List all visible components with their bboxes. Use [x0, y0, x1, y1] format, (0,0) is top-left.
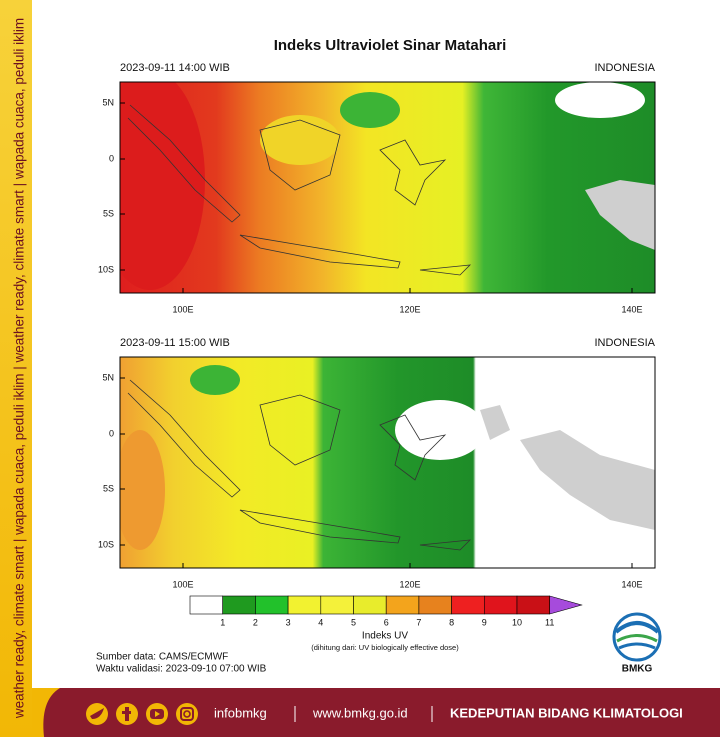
lon-label: 100E: [172, 579, 193, 589]
colorbar-box: [255, 595, 289, 615]
land-gray: [480, 405, 510, 440]
sidebar-band: [0, 0, 32, 737]
map-panel: 2023-09-11 14:00 WIB INDONESIA 5N 0 5S 10S 100…: [98, 62, 656, 314]
uv-patch: [340, 92, 400, 128]
colorbar-label: 4: [318, 617, 323, 627]
colorbar-arrow: [549, 595, 583, 615]
validity: Waktu validasi: 2023-09-10 07:00 WIB: [96, 664, 267, 675]
lon-label: 120E: [399, 579, 420, 589]
coastline: [259, 119, 341, 191]
footer-handle: infobmkg: [214, 705, 267, 720]
lat-label: 5S: [103, 483, 114, 493]
coastline: [127, 379, 241, 498]
uv-patch: [555, 82, 645, 118]
lat-label: 0: [109, 153, 114, 163]
map-frame: [119, 356, 656, 569]
colorbar-label: 11: [545, 617, 554, 627]
lat-label: 10S: [98, 539, 114, 549]
uv-patch: [120, 430, 165, 550]
uv-patch: [120, 82, 205, 290]
colorbar: 1 2 3 4 5 6 7 8 9 10 11: [189, 595, 583, 627]
colorbar-box: [353, 595, 387, 615]
lon-label: 100E: [172, 304, 193, 314]
colorbar-box: [385, 595, 420, 615]
map-field: [120, 357, 655, 568]
panel-time: 2023-09-11 15:00 WIB: [120, 337, 230, 349]
coastline: [379, 139, 447, 206]
colorbar-box: [287, 595, 322, 615]
lat-label: 10S: [98, 264, 114, 274]
colorbar-label: 10: [512, 617, 522, 627]
panel-region: INDONESIA: [594, 62, 655, 74]
sidebar-text: weather ready, climate smart | wapada cu…: [12, 18, 27, 719]
colorbar-label: 5: [351, 617, 356, 627]
colorbar-box: [451, 595, 485, 615]
coastline: [259, 394, 341, 466]
lat-label: 5N: [102, 97, 114, 107]
panel-region: INDONESIA: [594, 337, 655, 349]
land-gray: [520, 430, 655, 530]
coastline: [419, 264, 472, 276]
uv-patch: [190, 365, 240, 395]
colorbar-box: [418, 595, 452, 615]
source: Sumber data: CAMS/ECMWF: [96, 652, 228, 663]
title: Indeks Ultraviolet Sinar Matahari: [274, 37, 507, 54]
lon-label: 120E: [399, 304, 420, 314]
map-frame: [119, 81, 656, 294]
colorbar-label: 8: [449, 617, 454, 627]
maps: 2023-09-11 14:00 WIB INDONESIA 5N 0 5S 10S 100…: [98, 62, 656, 589]
lat-label: 0: [109, 428, 114, 438]
footer: [32, 688, 720, 737]
colorbar-box: [189, 595, 224, 615]
uv-patch: [395, 400, 485, 460]
colorbar-title: Indeks UV: [362, 631, 408, 642]
coastline: [419, 539, 472, 551]
colorbar-box: [320, 595, 354, 615]
coastline: [239, 234, 401, 269]
logo-text: BMKG: [622, 664, 653, 675]
map-panel: 2023-09-11 15:00 WIB INDONESIA 5N 0 5S 10S 100…: [98, 337, 656, 589]
map-field: [120, 82, 655, 293]
colorbar-label: 2: [253, 617, 258, 627]
colorbar-box: [222, 595, 256, 615]
coastline: [127, 104, 241, 223]
colorbar-box: [483, 595, 518, 615]
colorbar-label: 1: [220, 617, 225, 627]
colorbar-note: (dihitung dari: UV biologically effectiv…: [311, 643, 459, 652]
lat-label: 5S: [103, 208, 114, 218]
footer-department: KEDEPUTIAN BIDANG KLIMATOLOGI: [450, 705, 683, 720]
colorbar-box: [516, 595, 551, 615]
panel-time: 2023-09-11 14:00 WIB: [120, 62, 230, 74]
colorbar-label: 6: [384, 617, 389, 627]
lon-label: 140E: [621, 579, 642, 589]
uv-patch: [260, 115, 340, 165]
colorbar-label: 9: [482, 617, 487, 627]
coastline: [379, 414, 447, 481]
colorbar-label: 7: [416, 617, 421, 627]
bmkg-logo: [612, 612, 662, 662]
footer-website: www.bmkg.go.id: [312, 705, 408, 720]
lon-label: 140E: [621, 304, 642, 314]
land-gray: [585, 180, 655, 250]
coastline: [239, 509, 401, 544]
lat-label: 5N: [102, 372, 114, 382]
colorbar-label: 3: [286, 617, 291, 627]
